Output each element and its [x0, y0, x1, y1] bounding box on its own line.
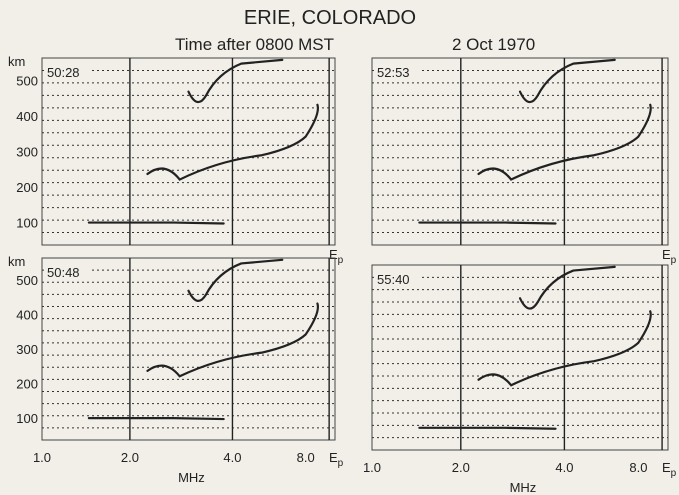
end-label: Ep — [329, 247, 344, 266]
y-tick-label: 500 — [16, 73, 38, 88]
panel-frame — [371, 264, 669, 451]
end-label-base: E — [662, 247, 671, 262]
subtitle-date: 2 Oct 1970 — [452, 35, 535, 54]
ionogram-trace — [477, 103, 652, 181]
x-unit: MHz — [178, 470, 205, 485]
y-tick-label: 200 — [16, 180, 38, 195]
end-label-sub: p — [338, 255, 344, 266]
ionogram-trace — [418, 426, 557, 430]
x-tick-label: 8.0 — [629, 460, 647, 475]
panel-time: 52:53 — [377, 65, 410, 80]
y-tick-label: 400 — [16, 109, 38, 124]
x-tick-label: 1.0 — [33, 450, 51, 465]
end-label: Ep — [662, 460, 677, 479]
end-label-base: E — [662, 460, 671, 475]
ionogram-trace — [187, 58, 284, 104]
panel-frame — [371, 57, 669, 246]
y-tick-label: 300 — [16, 342, 38, 357]
x-tick-label: 4.0 — [223, 450, 241, 465]
title: ERIE, COLORADO — [244, 7, 416, 29]
y-unit: km — [8, 54, 25, 69]
ionogram-trace — [477, 310, 652, 387]
end-label-sub: p — [671, 255, 677, 266]
x-tick-label: 1.0 — [363, 460, 381, 475]
x-tick-label: 4.0 — [555, 460, 573, 475]
y-tick-label: 200 — [16, 377, 38, 392]
x-tick-label: 2.0 — [121, 450, 139, 465]
panel-time: 55:40 — [377, 272, 410, 287]
ionogram-trace — [87, 417, 225, 421]
panel-frame — [41, 257, 336, 441]
y-tick-label: 500 — [16, 273, 38, 288]
end-label-sub: p — [671, 468, 677, 479]
end-label: Ep — [662, 247, 677, 266]
y-unit: km — [8, 254, 25, 269]
y-tick-label: 100 — [16, 216, 38, 231]
x-unit: MHz — [510, 480, 537, 495]
end-label-sub: p — [338, 458, 344, 469]
y-tick-label: 300 — [16, 145, 38, 160]
end-label-base: E — [329, 247, 338, 262]
end-label: Ep — [329, 450, 344, 469]
x-tick-label: 2.0 — [452, 460, 470, 475]
time-label-bg — [45, 62, 91, 80]
ionogram-trace — [146, 103, 319, 181]
y-tick-label: 100 — [16, 411, 38, 426]
time-label-bg — [45, 262, 91, 280]
panel-time: 50:28 — [47, 65, 80, 80]
ionogram-trace — [146, 302, 319, 378]
ionogram-trace — [518, 58, 616, 104]
panel-frame — [41, 57, 336, 246]
ionogram-trace — [187, 258, 284, 302]
ionogram-trace — [518, 265, 616, 310]
end-label-base: E — [329, 450, 338, 465]
time-label-bg — [375, 269, 421, 287]
x-tick-label: 8.0 — [297, 450, 315, 465]
ionogram-trace — [87, 221, 225, 225]
time-label-bg — [375, 62, 421, 80]
subtitle-time: Time after 0800 MST — [175, 35, 334, 54]
y-tick-label: 400 — [16, 307, 38, 322]
ionogram-trace — [418, 221, 557, 225]
panel-time: 50:48 — [47, 265, 80, 280]
